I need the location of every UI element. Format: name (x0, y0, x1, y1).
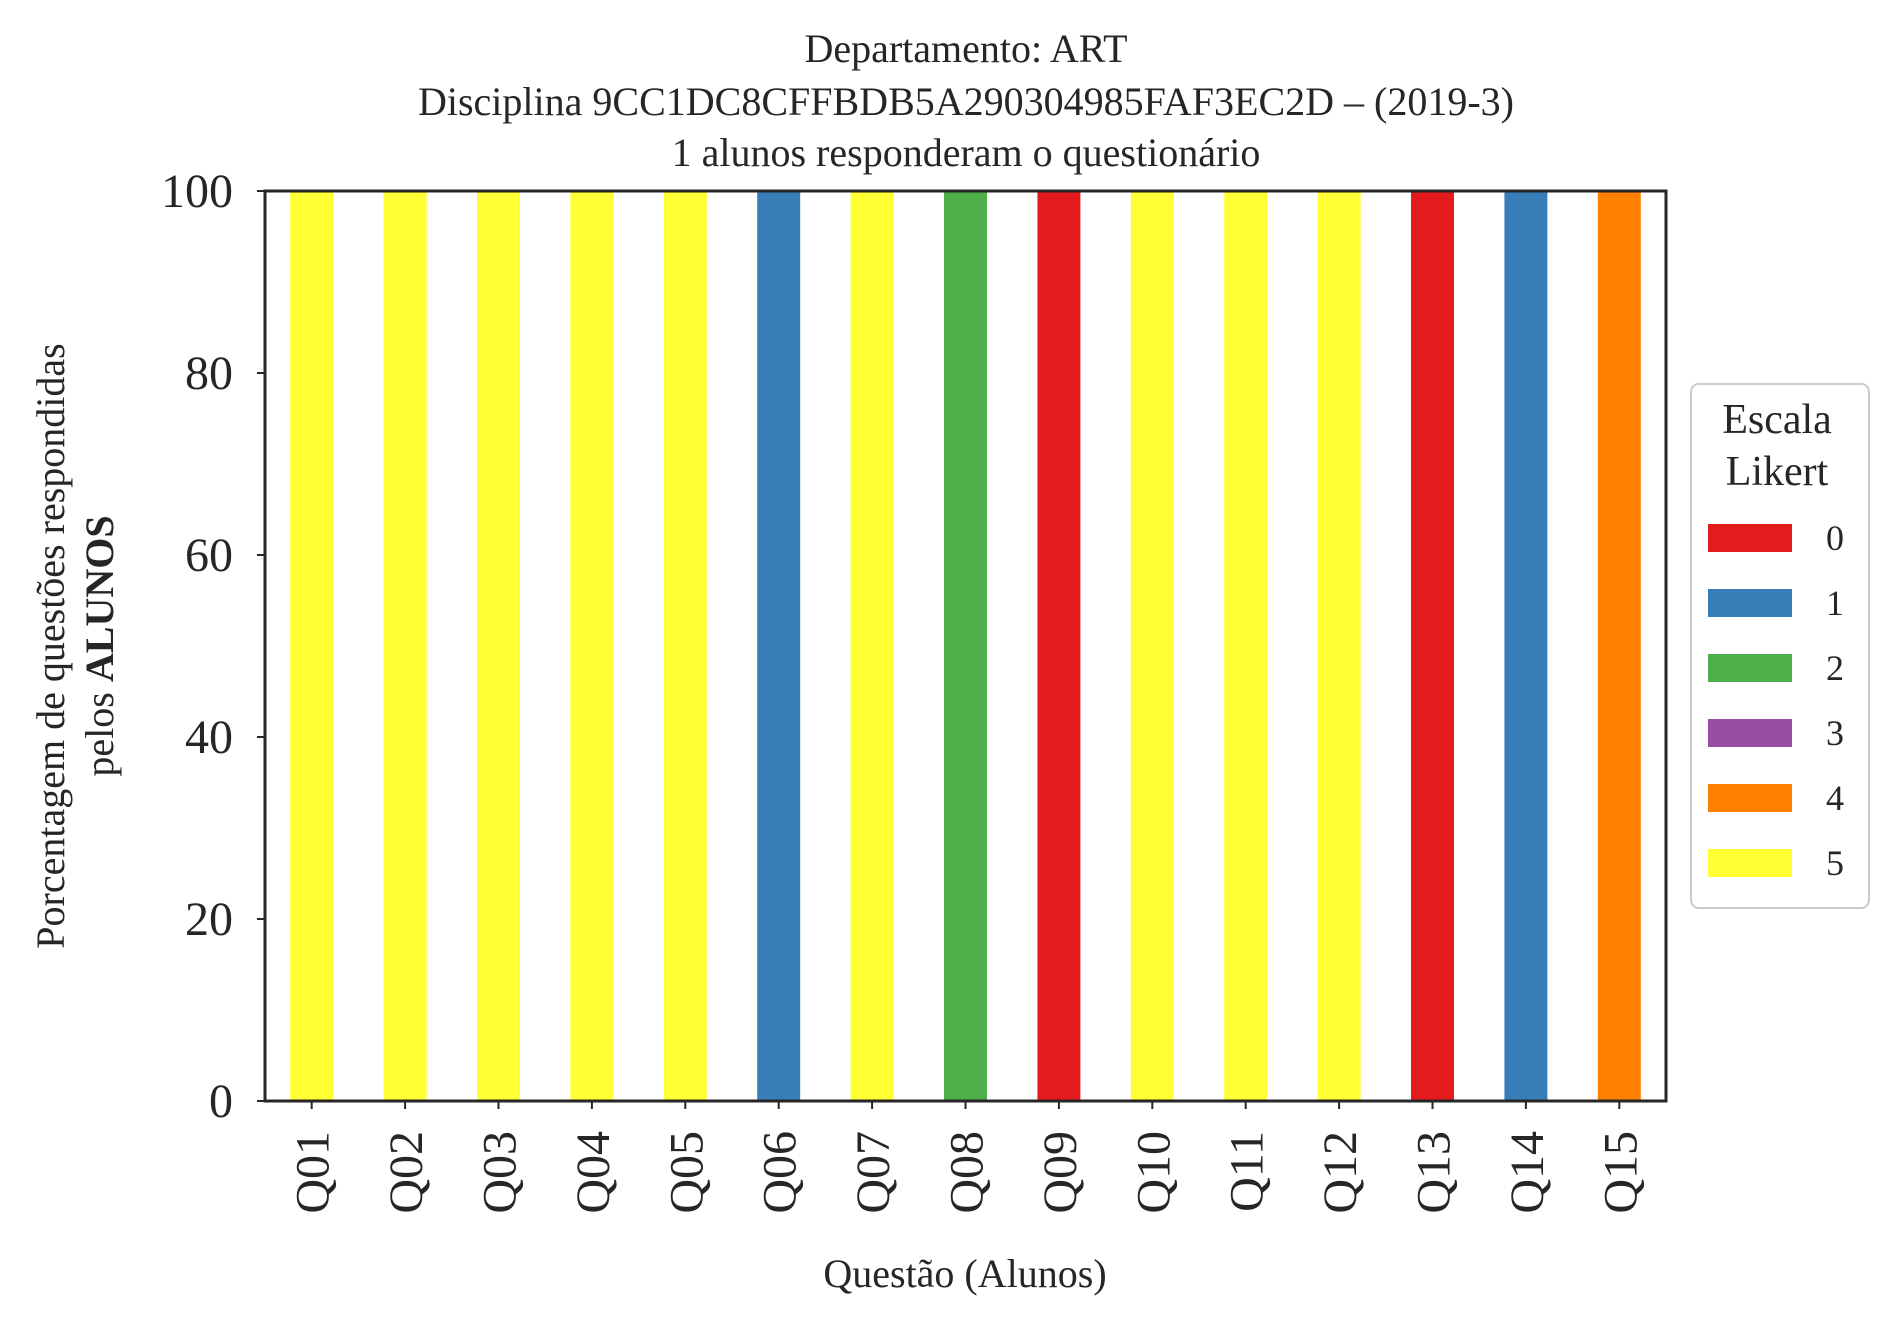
x-axis-label: Questão (Alunos) (823, 1251, 1106, 1296)
bar-Q01-scale-5 (290, 191, 334, 1101)
legend-label-4: 4 (1826, 778, 1844, 818)
legend-swatch-0 (1708, 524, 1792, 552)
legend-label-0: 0 (1826, 518, 1844, 558)
x-tick-label: Q08 (941, 1131, 994, 1214)
x-tick-label: Q10 (1127, 1131, 1180, 1214)
x-tick-label: Q13 (1408, 1131, 1461, 1214)
bar-Q07-scale-5 (850, 191, 894, 1101)
bar-Q08-scale-2 (944, 191, 987, 1101)
x-tick-label: Q04 (567, 1131, 620, 1214)
y-tick-label: 80 (185, 347, 233, 400)
legend-swatch-3 (1708, 719, 1792, 747)
x-tick-label: Q07 (847, 1131, 900, 1214)
legend-title-line-1: Escala (1722, 397, 1832, 443)
plot-frame (263, 189, 1668, 1103)
y-axis-label-prefix: pelos (77, 682, 122, 776)
legend-items: 0 1 2 3 4 5 (1708, 518, 1844, 883)
legend-label-2: 2 (1826, 648, 1844, 688)
y-tick-label: 100 (161, 165, 233, 218)
y-tick-label: 0 (209, 1075, 233, 1128)
x-tick-label: Q02 (380, 1131, 433, 1214)
chart-title: Departamento: ART Disciplina 9CC1DC8CFFB… (418, 26, 1514, 175)
y-axis-label-bold: ALUNOS (77, 515, 122, 682)
y-tick-label: 20 (185, 893, 233, 946)
x-tick-label: Q15 (1594, 1131, 1647, 1214)
x-tick-label: Q11 (1221, 1131, 1274, 1212)
bar-Q03-scale-5 (477, 191, 520, 1101)
bar-Q10-scale-5 (1130, 191, 1174, 1101)
y-tick-label: 60 (185, 529, 233, 582)
bar-Q15-scale-4 (1597, 191, 1641, 1101)
bar-Q14-scale-1 (1504, 191, 1548, 1101)
legend-title-line-2: Likert (1726, 449, 1829, 495)
y-axis-label: Porcentagem de questões respondidas pelo… (28, 343, 122, 948)
x-tick-label: Q01 (287, 1131, 340, 1214)
x-tick-label: Q12 (1314, 1131, 1367, 1214)
legend-swatch-5 (1708, 849, 1792, 877)
bars-layer (290, 191, 1641, 1101)
bar-Q02-scale-5 (383, 191, 427, 1101)
x-tick-label: Q03 (474, 1131, 527, 1214)
bar-Q13-scale-0 (1411, 191, 1454, 1101)
legend-label-3: 3 (1826, 713, 1844, 753)
legend-swatch-2 (1708, 654, 1792, 682)
bar-Q04-scale-5 (570, 191, 614, 1101)
legend-label-5: 5 (1826, 843, 1844, 883)
bar-Q05-scale-5 (663, 191, 707, 1101)
bar-Q06-scale-1 (757, 191, 801, 1101)
y-axis-label-line-1: Porcentagem de questões respondidas (28, 343, 73, 948)
legend-box (1690, 383, 1870, 909)
x-tick-label: Q05 (660, 1131, 713, 1214)
bar-Q11-scale-5 (1224, 191, 1268, 1101)
legend-swatch-1 (1708, 589, 1792, 617)
x-tick-label: Q06 (754, 1131, 807, 1214)
y-tick-label: 40 (185, 711, 233, 764)
x-tick-label: Q14 (1501, 1131, 1554, 1214)
bar-Q12-scale-5 (1317, 191, 1361, 1101)
title-line-3: 1 alunos responderam o questionário (672, 130, 1261, 175)
legend-label-1: 1 (1826, 583, 1844, 623)
x-tick-label: Q09 (1034, 1131, 1087, 1214)
title-line-1: Departamento: ART (804, 26, 1127, 71)
x-axis-ticks: Q01 Q02 Q03 Q04 Q05 Q06 Q07 Q08 Q09 Q10 Q11 Q12 Q13 Q… (287, 1101, 1647, 1214)
legend-swatch-4 (1708, 784, 1792, 812)
y-axis-ticks: 0 20 40 60 80 100 (161, 165, 265, 1128)
y-axis-label-line-2: pelos ALUNOS (77, 515, 122, 776)
legend: Escala Likert 0 1 2 3 4 5 (1690, 383, 1870, 909)
bar-Q09-scale-0 (1037, 191, 1081, 1101)
title-line-2: Disciplina 9CC1DC8CFFBDB5A290304985FAF3E… (418, 79, 1514, 124)
